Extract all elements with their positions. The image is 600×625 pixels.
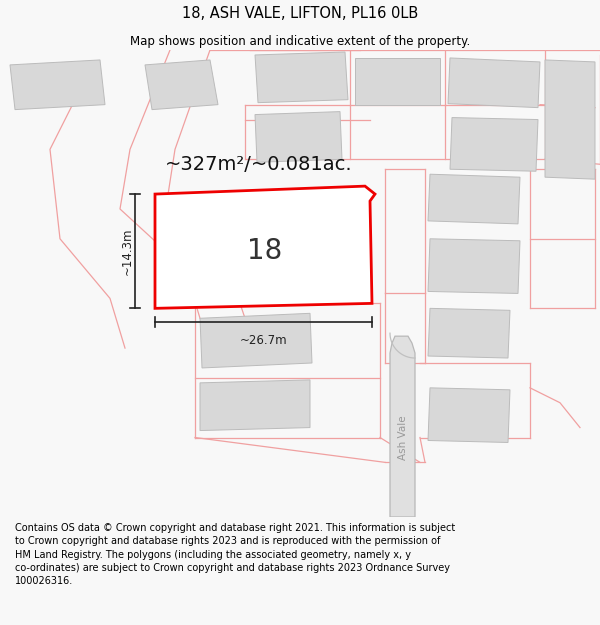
Text: Ash Vale: Ash Vale xyxy=(398,415,408,460)
Text: ~327m²/~0.081ac.: ~327m²/~0.081ac. xyxy=(165,155,353,174)
Text: ~26.7m: ~26.7m xyxy=(239,334,287,347)
Polygon shape xyxy=(428,308,510,358)
Polygon shape xyxy=(10,60,105,109)
Polygon shape xyxy=(428,239,520,293)
Polygon shape xyxy=(155,186,375,308)
Polygon shape xyxy=(450,118,538,171)
Polygon shape xyxy=(390,336,415,517)
Polygon shape xyxy=(428,388,510,442)
Polygon shape xyxy=(200,313,312,368)
Polygon shape xyxy=(255,112,342,162)
Polygon shape xyxy=(195,209,330,284)
Text: Map shows position and indicative extent of the property.: Map shows position and indicative extent… xyxy=(130,34,470,48)
Text: Contains OS data © Crown copyright and database right 2021. This information is : Contains OS data © Crown copyright and d… xyxy=(15,523,455,586)
Text: ~14.3m: ~14.3m xyxy=(121,228,133,275)
Polygon shape xyxy=(545,60,595,179)
Polygon shape xyxy=(145,60,218,109)
Polygon shape xyxy=(200,380,310,431)
Text: 18: 18 xyxy=(247,237,283,265)
Polygon shape xyxy=(448,58,540,108)
Polygon shape xyxy=(255,52,348,102)
Text: 18, ASH VALE, LIFTON, PL16 0LB: 18, ASH VALE, LIFTON, PL16 0LB xyxy=(182,6,418,21)
Polygon shape xyxy=(355,58,440,104)
Polygon shape xyxy=(428,174,520,224)
